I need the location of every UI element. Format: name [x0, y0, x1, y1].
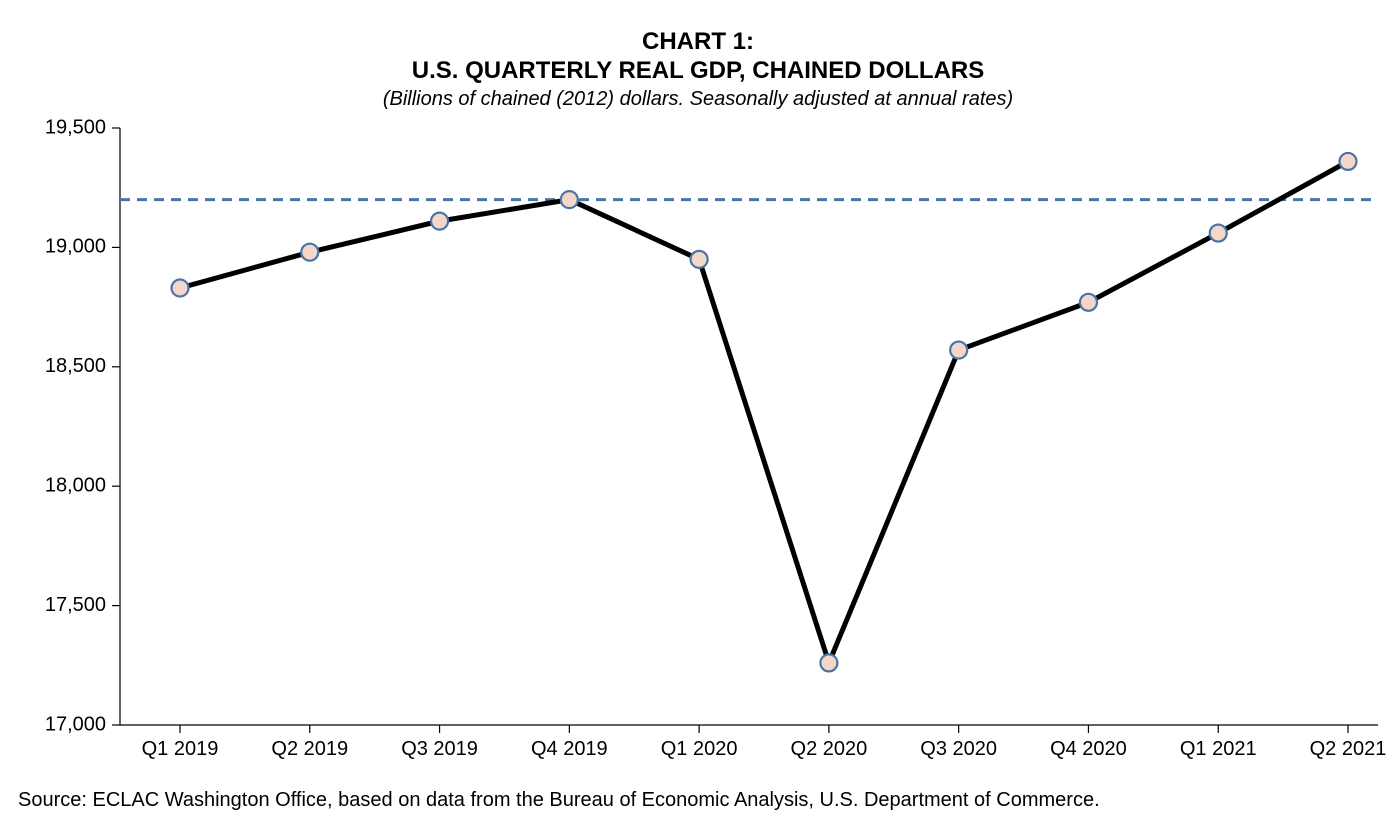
source-note: Source: ECLAC Washington Office, based o…: [18, 789, 1100, 812]
x-tick-label: Q1 2019: [142, 738, 219, 760]
data-marker: [820, 654, 837, 671]
data-marker: [950, 342, 967, 359]
gdp-line: [180, 161, 1348, 662]
data-marker: [691, 251, 708, 268]
x-tick-label: Q1 2020: [661, 738, 738, 760]
x-tick-label: Q2 2019: [271, 738, 348, 760]
y-tick-label: 19,000: [45, 236, 106, 258]
x-tick-label: Q2 2020: [791, 738, 868, 760]
x-tick-label: Q3 2020: [920, 738, 997, 760]
x-tick-label: Q4 2019: [531, 738, 608, 760]
x-tick-label: Q2 2021: [1310, 738, 1387, 760]
y-tick-label: 18,000: [45, 474, 106, 496]
data-marker: [1210, 225, 1227, 242]
x-tick-label: Q4 2020: [1050, 738, 1127, 760]
data-marker: [1080, 294, 1097, 311]
y-tick-label: 17,000: [45, 713, 106, 735]
data-marker: [1340, 153, 1357, 170]
data-marker: [172, 279, 189, 296]
x-tick-label: Q1 2021: [1180, 738, 1257, 760]
chart-container: CHART 1: U.S. QUARTERLY REAL GDP, CHAINE…: [0, 0, 1396, 826]
y-tick-label: 19,500: [45, 116, 106, 138]
data-marker: [561, 191, 578, 208]
x-tick-label: Q3 2019: [401, 738, 478, 760]
chart-svg: 17,000 17,500 18,000 18,500 19,000 19,500 Q1 2…: [0, 0, 1396, 826]
data-marker: [301, 244, 318, 261]
y-tick-label: 17,500: [45, 594, 106, 616]
data-marker: [431, 213, 448, 230]
y-tick-label: 18,500: [45, 355, 106, 377]
